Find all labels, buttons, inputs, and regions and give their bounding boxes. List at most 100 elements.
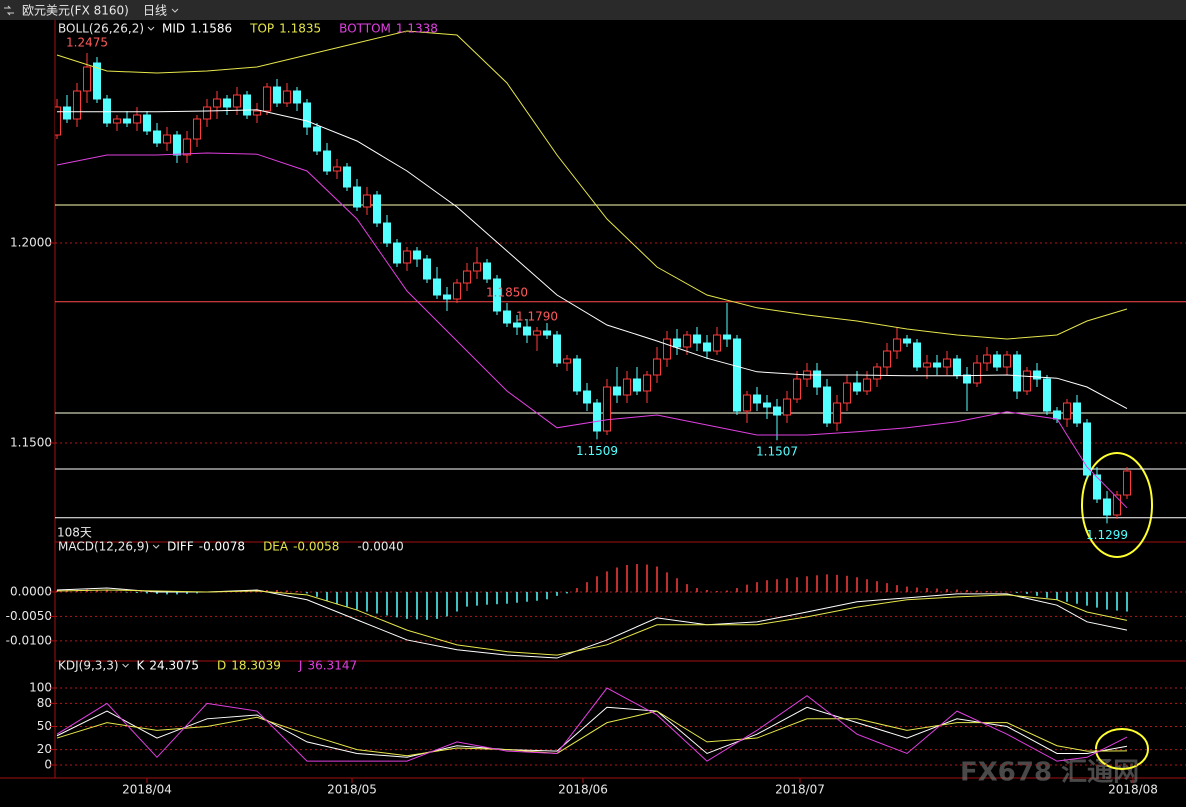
indicator-dropdown[interactable] <box>147 26 155 31</box>
watermark: FX678 汇通网 <box>960 758 1139 788</box>
legend-name: D <box>217 659 226 673</box>
legend-name: TOP <box>249 22 274 36</box>
candle-body <box>133 114 141 124</box>
candle-body <box>663 338 671 360</box>
candle-body <box>343 166 351 188</box>
indicator-name: BOLL(26,26,2) <box>58 22 144 36</box>
window-title[interactable]: 欧元美元(FX 8160) <box>22 4 129 18</box>
y-tick-label: 80 <box>37 696 52 710</box>
price-annotation: 1.1507 <box>756 445 798 459</box>
legend-name: MID <box>162 22 185 36</box>
candle-body <box>483 262 491 280</box>
candle-body <box>1073 402 1081 424</box>
period-dropdown[interactable] <box>171 8 179 13</box>
candle-body <box>173 134 181 156</box>
candle-body <box>123 118 131 124</box>
indicator-dropdown[interactable] <box>122 663 129 668</box>
price-annotation: 1.1790 <box>516 310 558 324</box>
panel <box>55 564 1186 659</box>
candle-body <box>873 366 881 380</box>
candle-body <box>93 62 101 100</box>
legend-value: -0.0040 <box>357 540 403 554</box>
candle-body <box>783 398 791 416</box>
candle-body <box>383 222 391 244</box>
switch-icon[interactable] <box>4 5 14 16</box>
candle-body <box>643 374 651 392</box>
candle-body <box>633 378 641 392</box>
candle-body <box>563 358 571 364</box>
x-tick-label: 2018/04 <box>122 783 172 797</box>
candle-body <box>493 278 501 312</box>
candle-body <box>963 374 971 384</box>
candle-body <box>503 310 511 324</box>
candle-body <box>763 402 771 408</box>
candle-body <box>933 362 941 368</box>
x-tick-label: 2018/06 <box>558 783 608 797</box>
candle-body <box>923 362 931 368</box>
indicator-dropdown[interactable] <box>152 544 160 549</box>
candle-body <box>683 334 691 348</box>
legend-name: K <box>137 659 146 673</box>
candle-body <box>1103 498 1111 516</box>
candle-body <box>83 66 91 92</box>
candle-body <box>273 86 281 104</box>
candle-body <box>253 110 261 116</box>
title-bar <box>0 0 1186 20</box>
candle-body <box>863 378 871 392</box>
candle-body <box>853 382 861 392</box>
indicator-name: KDJ(9,3,3) <box>58 659 119 673</box>
candle-body <box>463 270 471 284</box>
candle-body <box>623 378 631 396</box>
candle-body <box>1053 410 1061 420</box>
candle-body <box>703 342 711 352</box>
candle-body <box>423 258 431 280</box>
candle-body <box>223 98 231 108</box>
y-tick-label: 0 <box>44 757 52 771</box>
candle-body <box>573 358 581 392</box>
candle-body <box>733 338 741 412</box>
candle-body <box>113 118 121 124</box>
days-label: 108天 <box>57 526 92 540</box>
legend-value: 18.3039 <box>231 659 281 673</box>
indicator-line <box>56 152 1128 509</box>
candle-body <box>943 358 951 368</box>
x-tick-label: 2018/05 <box>327 783 377 797</box>
candle-body <box>373 194 381 224</box>
candle-body <box>1093 474 1101 500</box>
candle-body <box>693 334 701 344</box>
legend-name: J <box>298 659 303 673</box>
candle-body <box>1083 422 1091 476</box>
period[interactable]: 日线 <box>143 4 167 18</box>
candle-body <box>1003 354 1011 368</box>
candle-body <box>903 338 911 344</box>
candle-body <box>263 86 271 112</box>
price-annotation: 1.1509 <box>576 444 618 458</box>
candle-body <box>73 90 81 120</box>
indicator-name: MACD(12,26,9) <box>58 540 149 554</box>
candle-body <box>323 150 331 172</box>
candle-body <box>793 378 801 400</box>
legend-value: 1.1586 <box>190 22 232 36</box>
candle-body <box>553 334 561 364</box>
candle-body <box>973 362 981 384</box>
legend-value: -0.0078 <box>199 540 245 554</box>
candle-body <box>1043 378 1051 412</box>
candle-body <box>443 294 451 300</box>
panel <box>55 30 1186 524</box>
y-tick-label: 50 <box>37 719 52 733</box>
legend-name: DIFF <box>167 540 194 554</box>
candle-body <box>243 94 251 116</box>
candle-body <box>163 134 171 144</box>
candle-body <box>1113 494 1121 516</box>
candle-body <box>723 334 731 340</box>
candle-body <box>603 386 611 432</box>
indicator-line <box>56 687 1128 762</box>
highlight-circle <box>1095 728 1149 770</box>
candle-body <box>543 330 551 336</box>
candle-body <box>1123 470 1131 496</box>
y-tick-label: 0.0000 <box>10 584 52 598</box>
candle-body <box>773 406 781 416</box>
candle-body <box>313 126 321 152</box>
